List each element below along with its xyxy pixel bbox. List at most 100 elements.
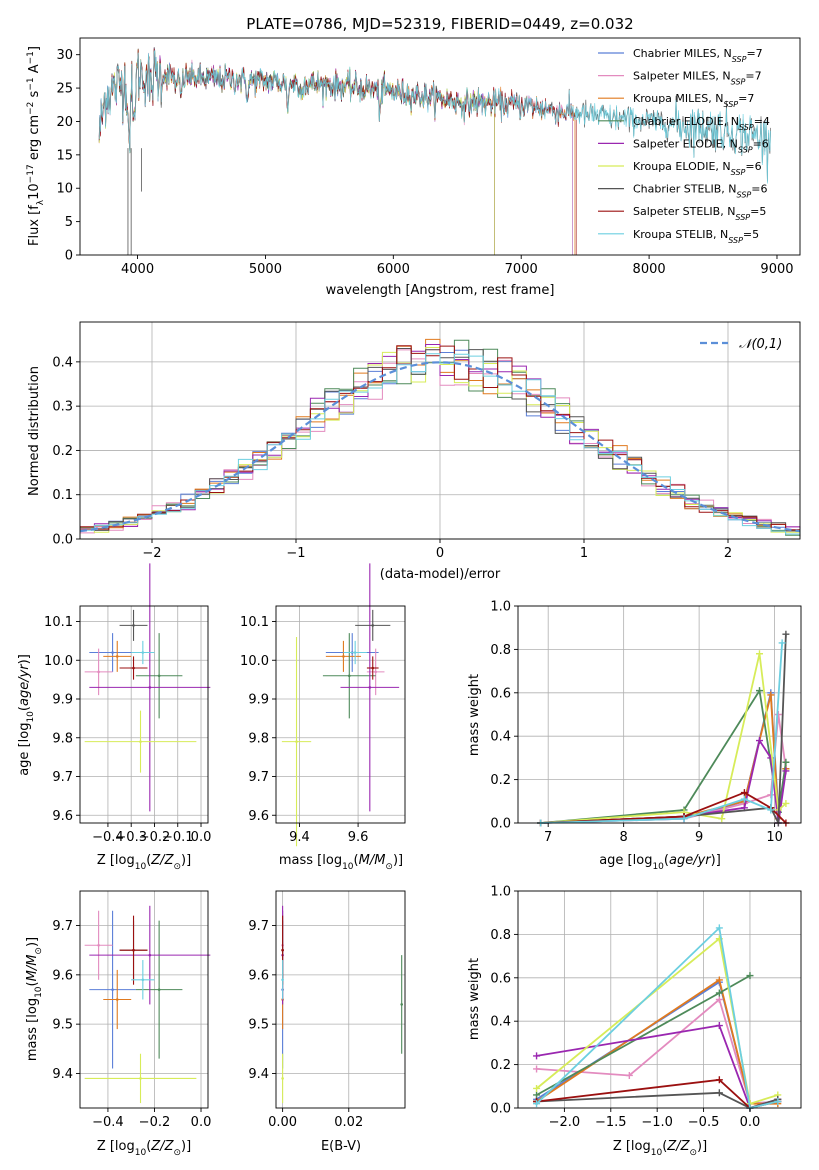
x-tick-label: −0.4 <box>92 830 124 845</box>
y-axis-label: mass [log10(M/M⊙)] <box>25 937 44 1061</box>
data-point <box>148 953 152 957</box>
label-part: ( <box>664 853 669 868</box>
errorbar-point <box>366 656 379 680</box>
label-part: 10 <box>652 862 664 872</box>
y-tick-label: 20 <box>56 115 73 130</box>
legend-text: Kroupa MILES, N <box>633 92 723 105</box>
weight-marker <box>767 754 775 762</box>
data-point <box>371 666 375 670</box>
label-part: 10 <box>26 711 36 723</box>
x-axis-label: Z [log10(Z/Z⊙)] <box>97 853 191 872</box>
label-part: )] <box>25 937 40 947</box>
y-tick-label: 9.4 <box>248 1067 269 1082</box>
plot-area <box>276 606 405 823</box>
label-part: −1 <box>26 51 36 64</box>
axes-frame: −2.0 −1.5 −1.0 −0.5 0.0 0.0 0.2 0.4 0.6 0.8 1.0 mas… <box>467 885 802 1158</box>
data-layer <box>84 905 211 1104</box>
errorbar-point <box>343 640 367 665</box>
x-tick-label: 0.0 <box>191 1115 212 1130</box>
legend-value: =7 <box>745 70 761 83</box>
errorbar-point <box>89 563 211 812</box>
data-point <box>132 624 135 627</box>
plot-area <box>518 891 801 1108</box>
label-part: ⊙ <box>173 1148 181 1158</box>
panel-mass_vs_EBV: 0.00 0.02 9.4 9.5 9.6 9.7 E(B-V) <box>248 890 406 1154</box>
x-tick-label: −2.0 <box>549 1115 581 1130</box>
errorbar-point <box>281 1053 284 1104</box>
label-part: )] <box>711 853 721 868</box>
normal-curve <box>79 361 801 533</box>
x-axis-label: age [log10(age/yr)] <box>599 853 721 872</box>
label-part: −2 <box>26 102 36 115</box>
legend-sub: SSP <box>737 190 752 199</box>
y-axis-label: Flux [fλ10−17 erg cm−2 s−1 A−1] <box>26 46 46 246</box>
errorbar-point <box>103 969 132 1030</box>
x-tick-label: 6000 <box>377 262 410 277</box>
legend-value: =7 <box>746 47 762 60</box>
data-point <box>132 948 135 952</box>
errorbar-point <box>281 960 284 1000</box>
x-tick-label: 0.02 <box>334 1115 363 1130</box>
weight-marker <box>533 1052 541 1060</box>
label-part: Z/Z <box>666 1139 690 1154</box>
legend-sub: SSP <box>723 100 738 109</box>
x-tick-label: −2 <box>142 546 161 561</box>
y-tick-label: 9.8 <box>248 731 269 746</box>
panel-age_vs_Z: −0.4−0.3−0.2−0.10.0 9.6 9.7 9.8 9.9 10.0 10.1 Z… <box>17 563 211 872</box>
label-part: −17 <box>26 164 36 183</box>
axes-border <box>517 605 802 824</box>
label-part: ( <box>17 706 32 711</box>
errorbar-point <box>340 563 400 812</box>
axes-frame: −2 −1 0 1 2 0.0 0.1 0.2 0.3 0.4 𝒩(0,1) (data-model)… <box>27 321 801 582</box>
data-point <box>281 978 284 982</box>
data-point <box>111 651 114 654</box>
label-part: erg cm <box>27 115 42 164</box>
x-tick-label: −0.2 <box>139 830 171 845</box>
legend-label: Salpeter MILES, NSSP=7 <box>633 70 762 87</box>
label-part: ( <box>25 981 40 986</box>
weight-marker <box>625 1071 633 1079</box>
legend-label: Chabrier STELIB, NSSP=6 <box>633 183 767 200</box>
panel-residuals: −2 −1 0 1 2 0.0 0.1 0.2 0.3 0.4 𝒩(0,1) (data-model)… <box>27 321 801 582</box>
weight-marker <box>774 1097 782 1105</box>
label-part: M/M <box>359 853 386 868</box>
y-tick-label: 10 <box>56 182 73 197</box>
label-part: s <box>27 90 42 101</box>
x-tick-label: −0.1 <box>162 830 194 845</box>
y-tick-label: 9.5 <box>52 1018 73 1033</box>
y-tick-label: 0.2 <box>490 773 511 788</box>
x-tick-label: 5000 <box>249 262 282 277</box>
errorbar-point <box>119 915 148 985</box>
x-tick-label: 7 <box>544 830 552 845</box>
legend-sub: SSP <box>731 168 746 177</box>
grid <box>80 891 208 1108</box>
legend-text: Salpeter STELIB, N <box>633 205 735 218</box>
label-part: ⊙ <box>385 862 393 872</box>
weight-marker <box>715 976 723 984</box>
legend-sub: SSP <box>739 122 754 131</box>
y-tick-label: 0 <box>65 249 73 264</box>
label-part: ] <box>27 46 42 51</box>
x-axis-label: wavelength [Angstrom, rest frame] <box>326 283 555 298</box>
label-part: )] <box>17 654 32 664</box>
y-tick-label: 1.0 <box>490 885 511 900</box>
legend-label: Kroupa STELIB, NSSP=5 <box>633 228 759 245</box>
axes-frame: 4000 5000 6000 7000 8000 9000 0 5 10 15 20 25 30 Chab… <box>26 37 801 298</box>
data-layer <box>281 563 400 847</box>
legend-text: Kroupa STELIB, N <box>633 228 728 241</box>
weight-marker <box>533 1065 541 1073</box>
data-point <box>295 740 298 743</box>
y-tick-label: 30 <box>56 48 73 63</box>
x-tick-label: −1.5 <box>595 1115 627 1130</box>
x-tick-label: −0.4 <box>92 1115 124 1130</box>
errorbar-point <box>131 640 155 665</box>
label-part: )] <box>393 853 403 868</box>
y-tick-label: 0.6 <box>490 686 511 701</box>
y-tick-label: 0.2 <box>490 1058 511 1073</box>
legend-sub: SSP <box>731 77 746 86</box>
errorbar-point <box>281 637 312 847</box>
y-tick-label: 5 <box>65 215 73 230</box>
weight-marker <box>715 1089 723 1097</box>
label-part: ⊙ <box>173 862 181 872</box>
